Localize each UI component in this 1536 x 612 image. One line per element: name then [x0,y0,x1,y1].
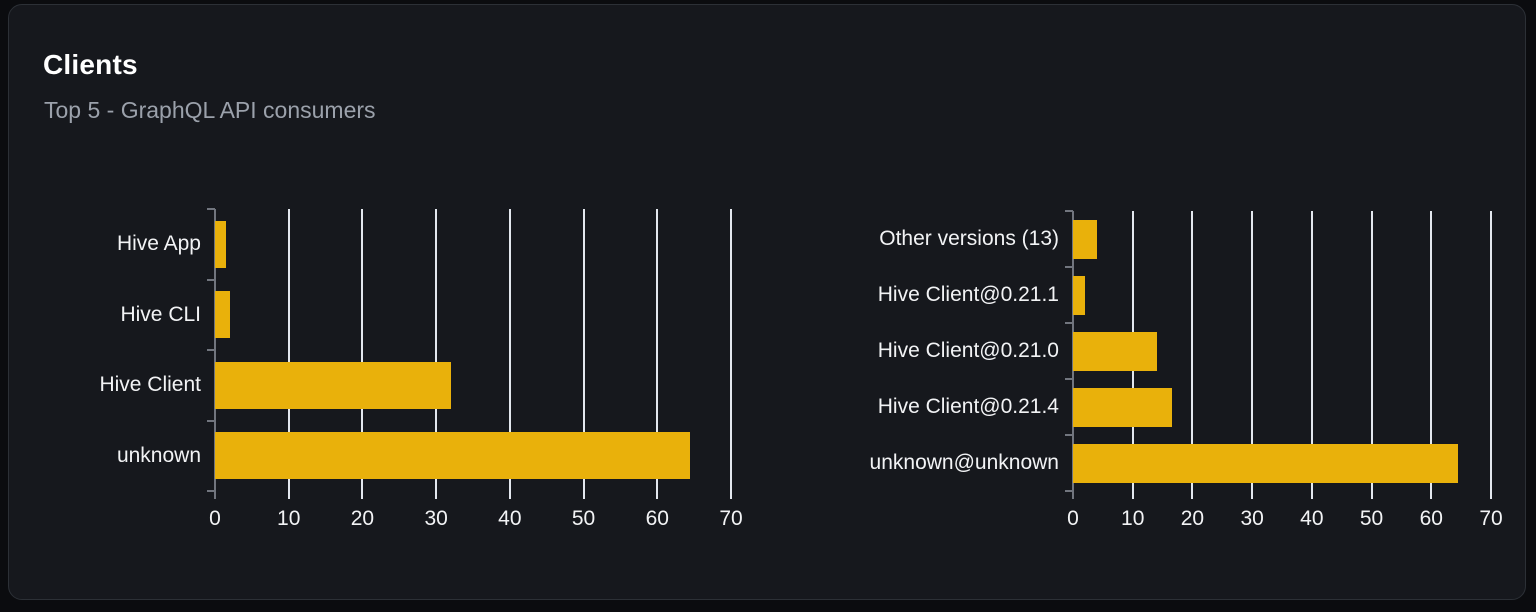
x-tick-label: 50 [571,507,596,530]
gridline [1430,211,1433,499]
gridline [1191,211,1194,499]
x-tick-label: 30 [424,507,448,530]
clients-top5-chart: Hive App Hive CLI Hive Client unknown 0 10 20 3… [49,208,775,555]
bar[interactable] [215,220,227,268]
category-label: Hive Client@0.21.0 [877,339,1059,362]
gridline [656,209,659,499]
x-tick-label: 30 [1240,507,1264,530]
card-subtitle: Top 5 - GraphQL API consumers [44,97,376,123]
y-axis-tick [1065,378,1073,380]
x-tick-label: 20 [350,507,375,530]
x-tick-label: 10 [1121,507,1145,530]
gridline [361,209,364,499]
gridline [1310,211,1313,499]
category-label: Hive Client@0.21.1 [877,283,1059,306]
gridline [508,209,511,499]
bar[interactable] [215,361,451,409]
bar[interactable] [215,432,691,480]
x-tick-label: 60 [645,507,669,530]
y-axis-tick [207,208,215,210]
x-tick-label: 70 [719,507,743,530]
bar[interactable] [215,291,230,339]
gridline [435,209,438,499]
y-axis-tick [1065,266,1073,268]
gridline [1490,211,1492,499]
y-axis-tick [207,420,215,422]
x-tick-label: 40 [1300,507,1324,530]
x-tick-label: 10 [277,507,301,530]
client-versions-chart: Other versions (13) Hive Client@0.21.1 Hiv… [833,210,1535,555]
gridline [287,209,290,499]
y-axis-tick [1065,490,1073,492]
gridline [1251,211,1254,499]
x-tick-label: 50 [1359,507,1384,530]
gridline [1370,211,1373,499]
x-tick-label: 40 [498,507,522,530]
gridline [582,209,585,499]
plot-area [207,208,732,499]
y-axis-tick [207,349,215,351]
y-axis-tick [207,279,215,281]
clients-card: Clients Top 5 - GraphQL API consumers Hi… [8,4,1526,600]
bar[interactable] [1073,387,1172,427]
x-tick-label: 70 [1479,507,1503,530]
card-title: Clients [43,49,138,80]
bar[interactable] [1073,275,1085,315]
category-label: unknown [116,443,201,467]
x-tick-label: 0 [209,507,221,530]
category-label: Hive App [116,232,201,256]
category-label: Hive CLI [120,302,201,326]
x-tick-label: 0 [1067,507,1079,530]
y-axis-line [214,209,216,499]
category-label: Hive Client@0.21.4 [877,395,1059,418]
y-axis-tick [1065,210,1073,212]
y-axis-tick [1065,322,1073,324]
bar[interactable] [1073,443,1459,483]
bar[interactable] [1073,219,1097,259]
bar[interactable] [1073,331,1157,371]
category-label: Hive Client [99,373,201,397]
x-tick-label: 60 [1419,507,1443,530]
category-label: Other versions (13) [879,227,1059,250]
category-label: unknown@unknown [869,451,1059,474]
y-axis-tick [1065,434,1073,436]
y-axis-tick [207,490,215,492]
x-tick-label: 20 [1180,507,1205,530]
gridline [730,209,732,499]
plot-area [1065,210,1492,499]
